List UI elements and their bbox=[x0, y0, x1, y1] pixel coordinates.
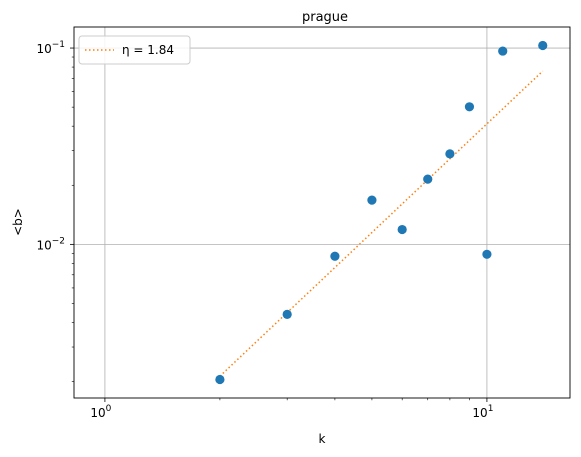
x-tick-label: 100 bbox=[90, 404, 111, 420]
data-point bbox=[482, 249, 492, 259]
y-tick-label: 10−2 bbox=[36, 236, 65, 252]
data-point bbox=[423, 174, 433, 184]
x-axis-label: k bbox=[319, 432, 326, 446]
data-point bbox=[445, 149, 455, 159]
data-point bbox=[464, 102, 475, 112]
fit-line-layer bbox=[219, 70, 544, 377]
legend: η = 1.84 bbox=[78, 35, 191, 65]
points-layer bbox=[215, 40, 548, 385]
data-point bbox=[498, 46, 508, 56]
data-point bbox=[215, 374, 225, 385]
data-point bbox=[397, 224, 407, 235]
y-tick-label: 10−1 bbox=[36, 40, 65, 56]
plot-frame bbox=[73, 26, 571, 399]
data-point bbox=[538, 40, 548, 51]
x-axis-ticks: 100 101 bbox=[90, 398, 493, 420]
legend-box bbox=[78, 35, 191, 65]
grid bbox=[74, 27, 570, 398]
data-point bbox=[330, 251, 340, 261]
x-tick-label: 101 bbox=[472, 404, 493, 420]
data-point bbox=[367, 195, 377, 205]
fit-line bbox=[219, 70, 544, 377]
y-axis-label: <b> bbox=[11, 208, 25, 236]
chart-title: prague bbox=[302, 10, 348, 25]
y-axis-ticks: 10−2 10−1 bbox=[36, 40, 74, 382]
legend-label: η = 1.84 bbox=[122, 43, 174, 57]
data-point bbox=[282, 309, 292, 319]
